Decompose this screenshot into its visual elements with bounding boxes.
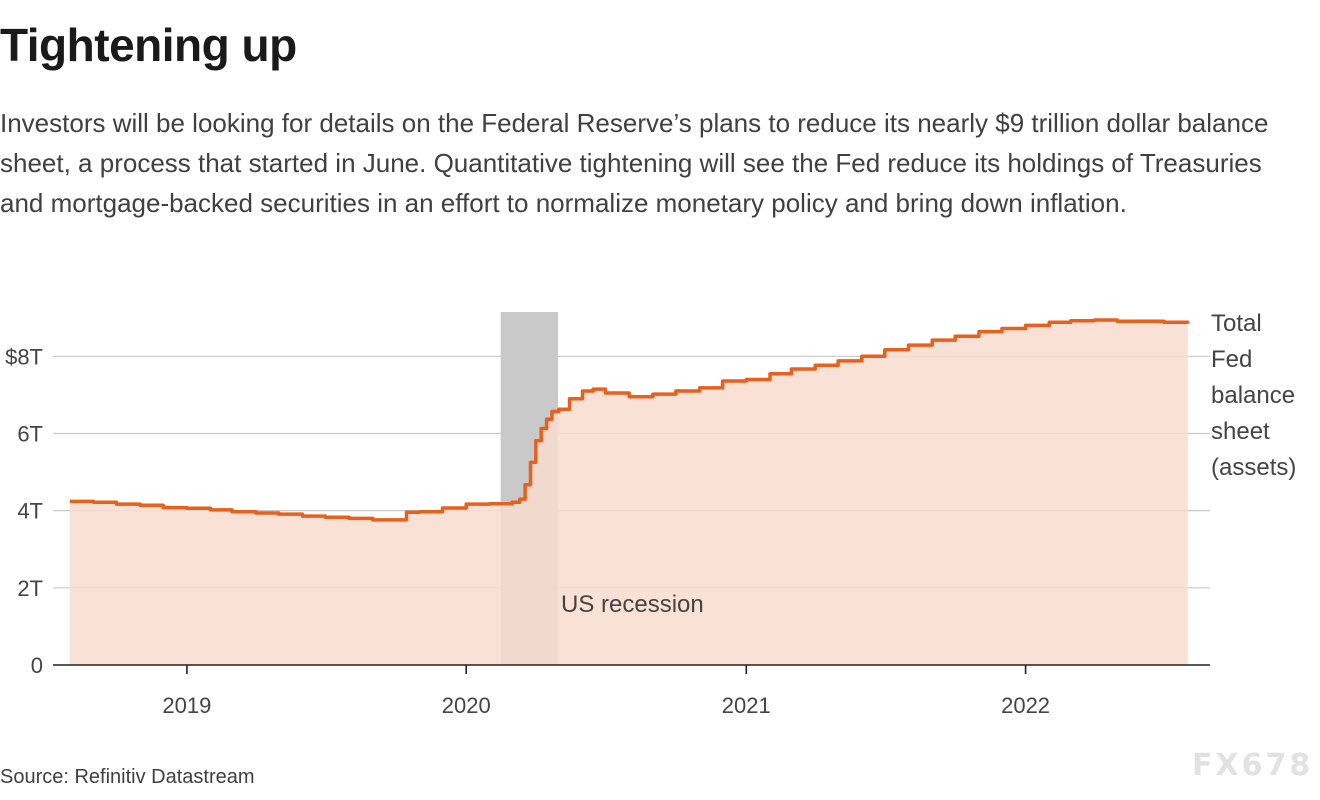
source-note: Source: Refinitiv Datastream xyxy=(0,766,255,788)
series-label: Total Fed balance sheet (assets) xyxy=(1211,310,1296,481)
x-tick-label: 2019 xyxy=(162,693,211,718)
x-axis: 2019 2020 2021 2022 xyxy=(162,665,1050,718)
series-label-line: (assets) xyxy=(1211,454,1296,481)
x-tick-label: 2021 xyxy=(722,693,771,718)
series-label-line: sheet xyxy=(1211,418,1270,445)
x-tick-label: 2022 xyxy=(1001,693,1050,718)
y-tick-label: 6T xyxy=(17,421,43,446)
chart-title: Tightening up xyxy=(0,19,297,71)
series-label-line: balance xyxy=(1211,382,1295,409)
y-tick-label: 4T xyxy=(17,499,43,524)
y-tick-label: $8T xyxy=(5,344,43,369)
x-tick-label: 2020 xyxy=(442,693,491,718)
chart-subtitle: Investors will be looking for details on… xyxy=(0,108,1269,218)
y-axis: 0 2T 4T 6T $8T xyxy=(5,344,43,678)
series-label-line: Total xyxy=(1211,310,1262,337)
balance-sheet-area xyxy=(69,320,1188,665)
y-tick-label: 0 xyxy=(31,653,43,678)
y-tick-label: 2T xyxy=(17,576,43,601)
balance-sheet-line xyxy=(69,318,1190,522)
recession-label: US recession xyxy=(561,591,704,618)
series-label-line: Fed xyxy=(1211,346,1252,373)
watermark: FX678 xyxy=(1192,748,1314,783)
